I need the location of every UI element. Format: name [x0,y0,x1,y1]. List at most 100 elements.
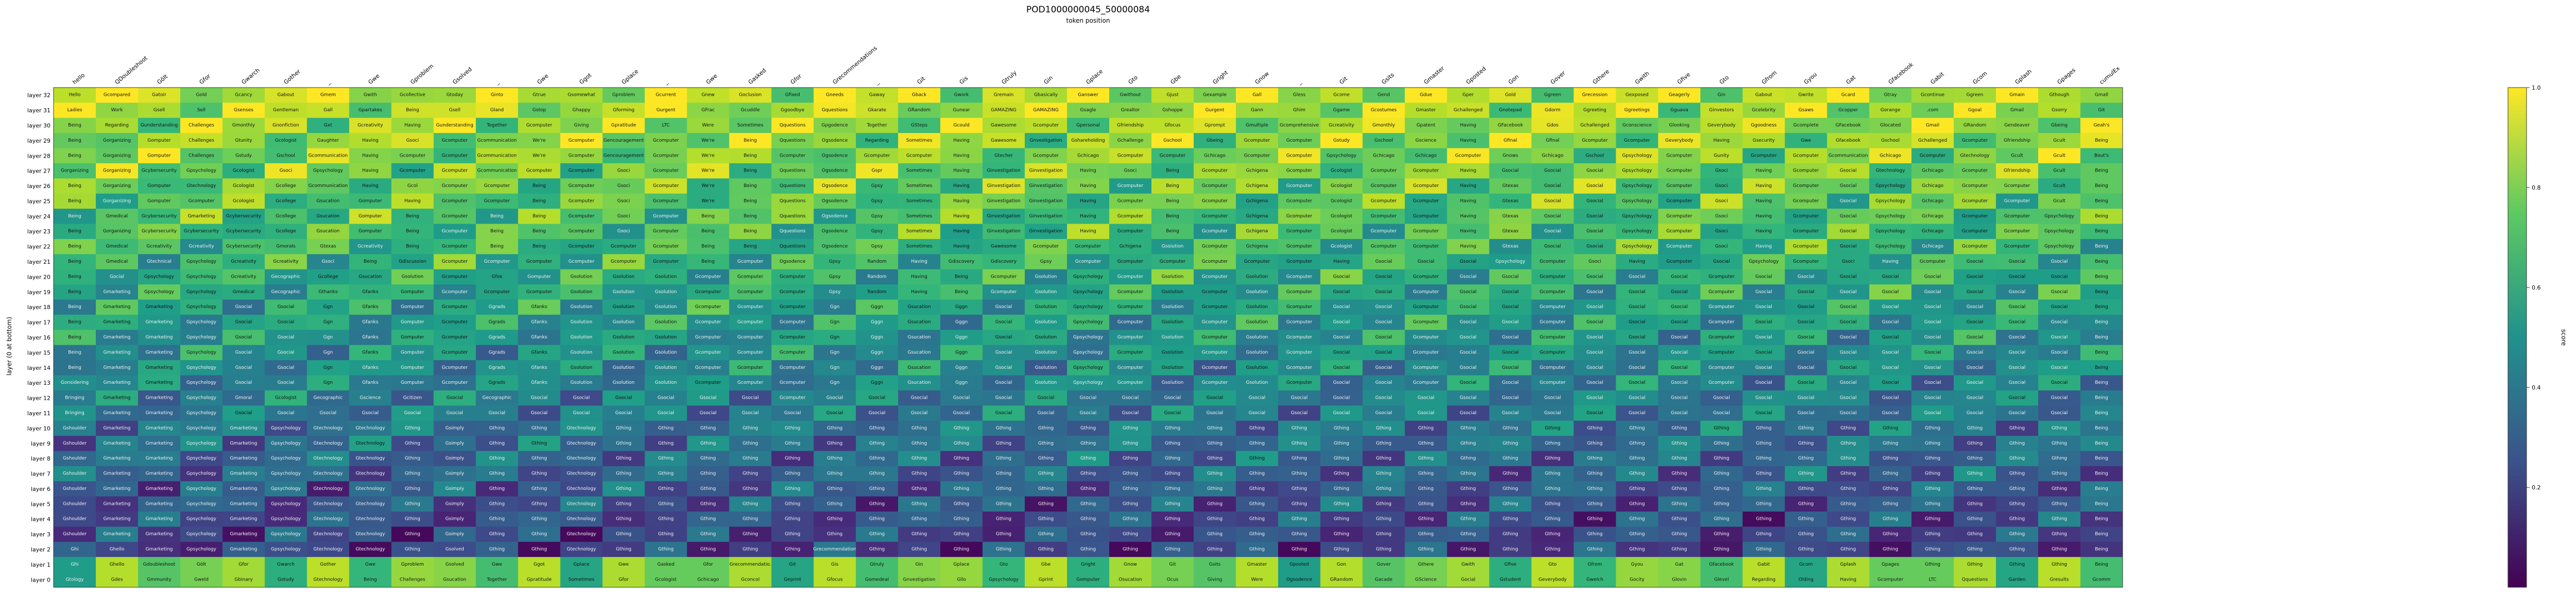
heatmap-cell [222,193,265,209]
cell-label: Gcomputer [484,259,510,264]
cell-label: Gacade [1375,577,1393,582]
heatmap-cell [898,117,941,133]
cell-label: Gthing [954,471,969,477]
cell-label: Gthing [1503,532,1518,537]
cell-label: Gpsychology [1073,380,1104,385]
cell-label: Gcomputer [442,138,468,143]
heatmap-cell [602,133,645,149]
heatmap-cell [898,178,941,194]
cell-label: Gthing [996,486,1011,491]
heatmap-cell [982,103,1025,118]
cell-label: We're [533,138,546,143]
heatmap-cell [1235,178,1279,194]
heatmap-cell [2038,117,2081,133]
cell-label: Gcomputer [1286,244,1313,249]
x-tick-label: Gyou [1803,71,1818,86]
cell-label: Gthing [1038,426,1054,431]
cell-label: Gsocial [1755,320,1772,325]
cell-label: Gthing [616,486,631,491]
heatmap-cell [940,224,983,240]
cell-label: Gright [1081,562,1096,567]
cell-label: Gmarketing [145,350,173,355]
heatmap-cell [1911,133,1954,149]
heatmap-cell [898,103,941,118]
cell-label: Gthing [1883,547,1898,552]
heatmap-cell [1362,103,1405,118]
cell-label: Gsucation [908,320,931,325]
cell-label: Gmaster [1416,108,1436,113]
cell-label: Having [1460,214,1477,219]
cell-label: Gabout [277,93,294,98]
heatmap-cell [1700,193,1743,209]
heatmap-cell [940,163,983,179]
heatmap-cell [1151,178,1194,194]
cell-label: Gpsychology [1073,320,1104,325]
cell-label: Gsocial [1544,244,1561,249]
cell-label: Gpsy [871,229,883,234]
heatmap-cell [95,178,139,194]
heatmap-cell [1278,103,1321,118]
cell-label: Gcome [1333,93,1350,98]
cell-label: Gcomputer [1202,335,1228,340]
cell-label: Gmarketing [104,350,131,355]
cell-label: Ginvestors [1709,108,1734,113]
heatmap-cell [856,163,899,179]
cell-label: Gthing [1080,486,1096,491]
heatmap-cell [1658,224,1701,240]
cell-label: Having [953,138,970,143]
cell-label: Gpratitude [527,577,552,582]
cell-label: Gguava [1670,108,1688,113]
cell-label: Gbeing [1207,138,1223,143]
cell-label: Gsocial [1882,411,1899,416]
heatmap-cell [1278,148,1321,164]
cell-label: Gsocial [911,396,928,401]
y-tick-label: layer 26 [27,183,50,190]
cell-label: Gcomputer [1708,274,1735,279]
cell-label: Gcult [2053,183,2065,189]
cell-label: Gsocial [1671,396,1688,401]
cell-label: Gthing [1292,426,1307,431]
cell-label: Gcomputer [484,198,510,203]
cell-label: Being [955,274,968,279]
cell-label: Gcelebrity [1752,108,1776,113]
heatmap-cell [222,269,265,285]
cell-label: Gsocial [235,335,252,340]
cell-label: Gcomputer [695,304,721,310]
cell-label: Gpsychology [1875,198,1906,203]
cell-label: Gsolution [1162,365,1184,370]
cell-label: Gthing [405,486,420,491]
cell-label: Gfanks [531,380,548,385]
heatmap-cell [433,239,477,254]
heatmap-cell [982,239,1025,254]
cell-label: Gpsychology [187,411,217,416]
heatmap-cell [982,117,1025,133]
cell-label: Gthing [1080,547,1096,552]
heatmap-cell [518,117,561,133]
cell-label: Gpsy [871,183,883,189]
cell-label: Gawesome [991,123,1016,128]
cell-label: Gtechnology [313,532,343,537]
heatmap-cell [898,133,941,149]
cell-label: Gthing [996,501,1011,506]
x-tick-label: Ggot [578,72,593,86]
heatmap-cell [1573,117,1616,133]
cell-label: Gsolution [613,320,635,325]
cell-label: Gsocial [1460,290,1477,295]
cell-label: Gendeaver [2004,123,2030,128]
x-tick-label: Gnow [1253,70,1270,86]
heatmap-cell [1489,193,1532,209]
cell-label: Gcurrent [656,93,676,98]
heatmap-cell [433,103,477,118]
cell-label: Gnotepad [1499,108,1521,113]
cell-label: Gthing [1207,517,1223,522]
heatmap-cell [814,103,856,118]
cell-label: Gsell [449,108,461,113]
cell-label: Gsimply [445,471,464,477]
cell-label: Being [744,138,757,143]
heatmap-cell [1235,103,1279,118]
cell-label: Gthing [658,547,673,552]
cell-label: Gsolution [401,274,423,279]
heatmap-cell [898,269,941,285]
heatmap-cell [602,239,645,254]
